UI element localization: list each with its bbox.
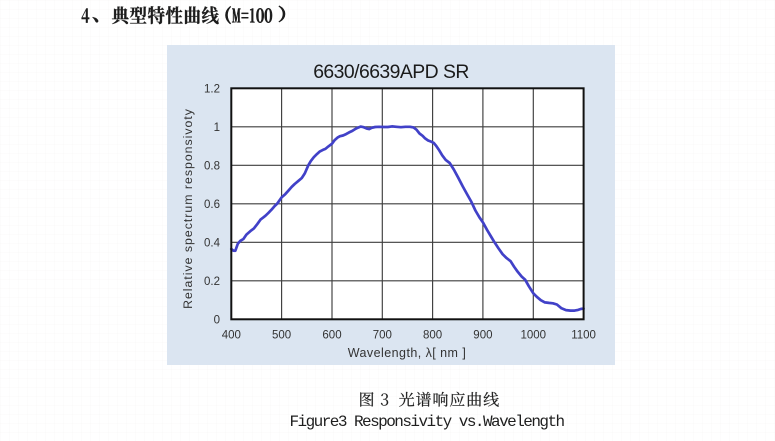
svg-text:Relative spectrum responsivoty: Relative spectrum responsivoty: [181, 108, 195, 309]
svg-text:0.6: 0.6: [204, 199, 220, 211]
svg-text:800: 800: [423, 330, 442, 342]
svg-text:0.8: 0.8: [204, 160, 220, 172]
svg-text:600: 600: [322, 330, 341, 342]
svg-text:400: 400: [222, 330, 241, 342]
svg-text:700: 700: [373, 330, 392, 342]
svg-text:500: 500: [272, 330, 291, 342]
svg-text:1.2: 1.2: [204, 83, 220, 95]
svg-text:0.2: 0.2: [204, 276, 220, 288]
svg-text:1100: 1100: [571, 330, 596, 342]
svg-text:0: 0: [214, 314, 220, 326]
svg-text:1000: 1000: [521, 330, 547, 342]
svg-text:Wavelength, λ[ nm ]: Wavelength, λ[ nm ]: [348, 346, 467, 360]
svg-text:0.4: 0.4: [204, 237, 221, 249]
svg-text:900: 900: [473, 330, 492, 342]
svg-text:1: 1: [214, 122, 220, 134]
svg-text:6630/6639APD SR: 6630/6639APD SR: [313, 61, 469, 83]
